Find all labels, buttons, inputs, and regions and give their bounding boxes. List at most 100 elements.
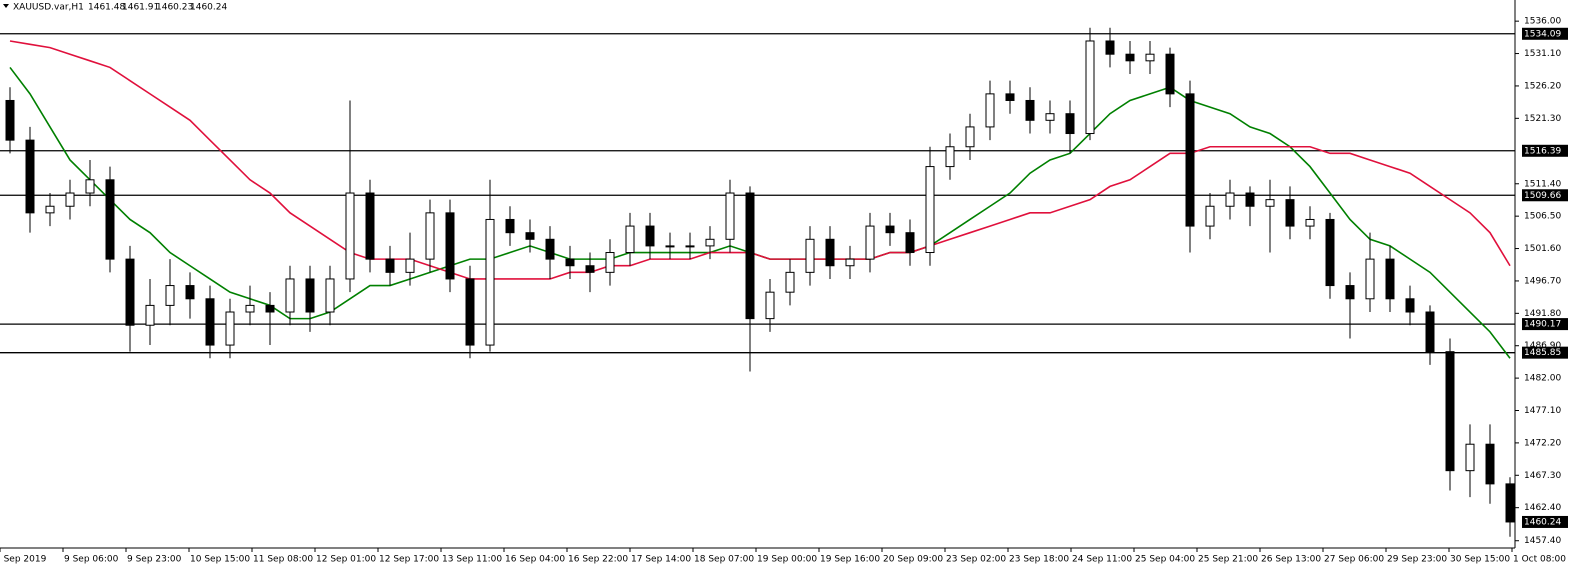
candle-body	[505, 218, 515, 234]
x-tick-label: 19 Sep 00:00	[757, 555, 817, 565]
candle-body	[85, 179, 95, 194]
candle-body	[125, 258, 135, 326]
level-label: 1534.09	[1524, 29, 1561, 39]
moving-average	[9, 40, 1511, 280]
level-label-box	[1522, 27, 1568, 40]
ohlc-high: 1461.91	[122, 3, 159, 13]
ohlc-open: 1461.48	[88, 3, 125, 13]
candle-body	[1385, 258, 1395, 300]
candle-body	[1005, 93, 1015, 101]
candle-body	[325, 278, 335, 313]
x-tick-label: 11 Sep 08:00	[253, 555, 313, 565]
candle-body	[1025, 99, 1035, 121]
level-label-box	[1522, 346, 1568, 359]
candle-body	[1305, 218, 1315, 227]
candle-body	[605, 252, 615, 273]
candle-body	[1045, 113, 1055, 121]
candle-body	[365, 192, 375, 260]
candle-body	[1205, 205, 1215, 227]
y-tick-label: 1521.30	[1524, 114, 1561, 124]
candle-body	[1405, 298, 1415, 313]
y-tick-label: 1496.70	[1524, 276, 1561, 286]
candle-body	[585, 265, 595, 273]
level-label: 1490.17	[1524, 320, 1561, 330]
y-tick-label: 1511.40	[1524, 179, 1561, 189]
candle-body	[1245, 192, 1255, 207]
candle-body	[1225, 192, 1235, 207]
x-tick-label: 19 Sep 16:00	[820, 555, 880, 565]
x-tick-label: 16 Sep 22:00	[568, 555, 628, 565]
y-tick-label: 1491.80	[1524, 309, 1561, 319]
y-tick-label: 1467.30	[1524, 471, 1561, 481]
candle-body	[1365, 258, 1375, 300]
y-tick-label: 1506.50	[1524, 212, 1561, 222]
x-tick-label: 25 Sep 21:00	[1198, 555, 1258, 565]
candle-body	[725, 192, 735, 240]
candle-body	[385, 258, 395, 273]
level-label-box	[1522, 318, 1568, 331]
candle-body	[805, 238, 815, 273]
candle-body	[665, 245, 675, 248]
candle-body	[1445, 351, 1455, 472]
y-tick-label: 1526.20	[1524, 81, 1561, 91]
candle-body	[485, 218, 495, 346]
x-tick-label: 29 Sep 23:00	[1387, 555, 1447, 565]
candle-body	[1505, 483, 1515, 523]
candle-body	[685, 245, 695, 248]
candle-body	[165, 285, 175, 306]
candle-body	[245, 304, 255, 313]
moving-average	[9, 66, 1511, 359]
candle-body	[625, 225, 635, 254]
x-tick-label: 23 Sep 02:00	[946, 555, 1006, 565]
candle-body	[1085, 40, 1095, 135]
candle-body	[65, 192, 75, 207]
candle-body	[5, 99, 15, 141]
candle-body	[785, 271, 795, 293]
candle-body	[1485, 443, 1495, 485]
candle-body	[645, 225, 655, 247]
y-tick-label: 1501.60	[1524, 244, 1561, 254]
x-tick-label: 17 Sep 14:00	[631, 555, 691, 565]
ohlc-close: 1460.24	[190, 3, 227, 13]
candle-body	[1425, 311, 1435, 353]
candle-body	[1285, 199, 1295, 227]
candle-body	[745, 192, 755, 320]
candle-body	[565, 258, 575, 267]
x-tick-label: 27 Sep 06:00	[1324, 555, 1384, 565]
candle-body	[765, 291, 775, 320]
x-tick-label: 25 Sep 04:00	[1135, 555, 1195, 565]
candle-body	[185, 285, 195, 300]
last-price-label-box	[1522, 515, 1568, 528]
x-tick-label: 1 Oct 08:00	[1513, 555, 1566, 565]
x-tick-label: 16 Sep 04:00	[505, 555, 565, 565]
candle-body	[1105, 40, 1115, 55]
last-price-label: 1460.24	[1524, 517, 1561, 527]
y-tick-label: 1531.10	[1524, 49, 1561, 59]
candle-body	[445, 212, 455, 280]
x-tick-label: 12 Sep 17:00	[379, 555, 439, 565]
level-label: 1509.66	[1524, 191, 1561, 201]
candle-body	[465, 278, 475, 346]
y-tick-label: 1462.40	[1524, 503, 1561, 513]
candle-body	[705, 238, 715, 247]
y-tick-label: 1486.90	[1524, 341, 1561, 351]
candle-body	[545, 238, 555, 260]
candle-body	[145, 304, 155, 326]
x-tick-label: 20 Sep 09:00	[883, 555, 943, 565]
y-tick-label: 1472.20	[1524, 438, 1561, 448]
y-tick-label: 1457.40	[1524, 536, 1561, 546]
level-label: 1516.39	[1524, 146, 1561, 156]
candle-body	[1145, 53, 1155, 62]
candle-body	[1325, 218, 1335, 287]
candle-body	[965, 126, 975, 148]
candle-body	[105, 179, 115, 260]
x-tick-label: 24 Sep 11:00	[1072, 555, 1132, 565]
x-tick-label: 18 Sep 07:00	[694, 555, 754, 565]
candle-body	[865, 225, 875, 260]
x-tick-label: 13 Sep 11:00	[442, 555, 502, 565]
candle-body	[985, 93, 995, 128]
candle-body	[845, 258, 855, 267]
candle-body	[1165, 53, 1175, 95]
candle-body	[1065, 113, 1075, 135]
